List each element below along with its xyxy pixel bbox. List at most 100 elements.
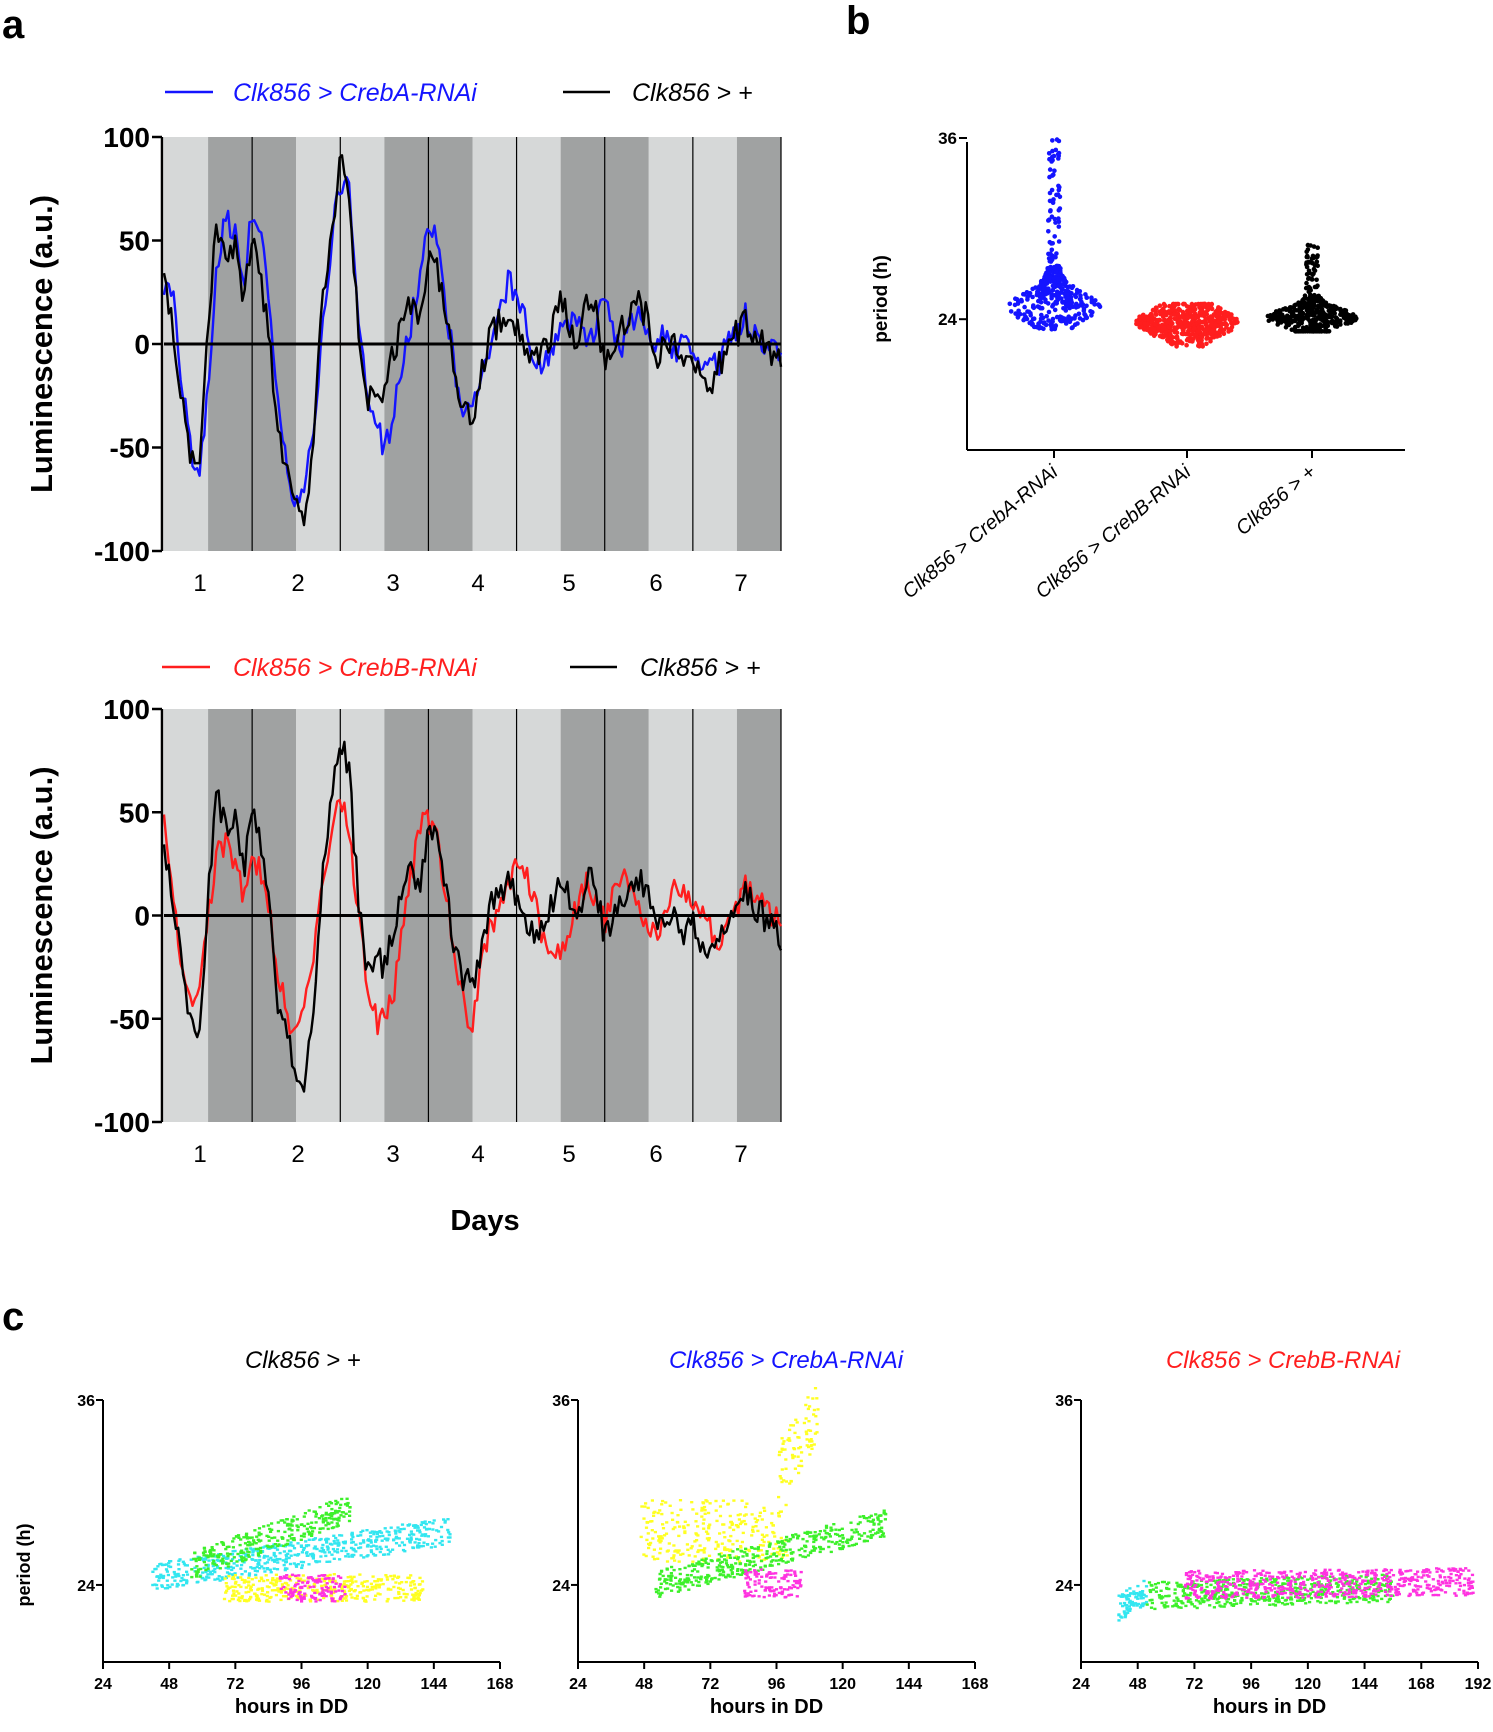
data-point: [1273, 1587, 1277, 1590]
data-point: [715, 1569, 719, 1572]
data-point: [1188, 309, 1193, 315]
data-point: [376, 1592, 380, 1595]
data-point: [1022, 312, 1027, 317]
data-point: [858, 1537, 862, 1540]
data-point: [178, 1558, 182, 1561]
data-point: [1283, 1582, 1287, 1585]
data-point: [802, 1421, 806, 1425]
data-point: [1265, 1571, 1269, 1574]
data-point: [351, 1535, 355, 1539]
data-point: [779, 1586, 783, 1589]
data-point: [225, 1562, 229, 1565]
data-point: [267, 1558, 271, 1561]
data-point: [227, 1545, 231, 1548]
data-point: [1210, 1591, 1214, 1595]
data-point: [1083, 312, 1088, 318]
data-point: [1165, 317, 1171, 323]
data-point: [1174, 1602, 1178, 1605]
data-point: [1285, 1587, 1289, 1590]
data-point: [838, 1547, 842, 1550]
data-point: [829, 1529, 833, 1532]
data-point: [246, 1553, 250, 1557]
data-point: [661, 1499, 665, 1503]
data-point: [1266, 1591, 1270, 1595]
data-point: [327, 1504, 331, 1507]
data-point: [361, 1585, 365, 1588]
data-point: [1313, 297, 1318, 303]
data-point: [1288, 1589, 1293, 1592]
data-point: [834, 1528, 838, 1531]
data-point: [282, 1588, 286, 1592]
data-point: [1035, 304, 1041, 309]
data-point: [185, 1573, 190, 1576]
data-point: [202, 1557, 206, 1560]
data-point: [1386, 1600, 1390, 1604]
data-point: [1225, 1600, 1229, 1604]
data-point: [746, 1583, 750, 1586]
data-point: [772, 1589, 776, 1592]
data-point: [1415, 1579, 1420, 1582]
data-point: [879, 1520, 883, 1523]
data-point: [318, 1527, 322, 1531]
data-point: [1448, 1579, 1452, 1582]
data-point: [700, 1558, 704, 1561]
data-point: [672, 1544, 676, 1547]
data-point: [176, 1572, 180, 1576]
data-point: [333, 1512, 337, 1515]
data-point: [1334, 1578, 1338, 1581]
data-point: [344, 1580, 348, 1583]
data-point: [1309, 1574, 1314, 1578]
data-point: [1407, 1578, 1411, 1582]
data-point: [722, 1523, 726, 1526]
data-point: [1224, 1580, 1228, 1584]
data-point: [339, 1596, 343, 1599]
data-point: [252, 1539, 256, 1542]
data-point: [1186, 1587, 1190, 1590]
data-point: [732, 1528, 736, 1532]
data-point: [818, 1546, 823, 1549]
data-point: [386, 1588, 390, 1591]
data-point: [1232, 1603, 1236, 1606]
data-point: [417, 1542, 421, 1545]
data-point: [225, 1557, 229, 1560]
x-axis-title: hours in DD: [1213, 1696, 1326, 1718]
data-point: [309, 1553, 313, 1556]
data-point: [789, 1424, 793, 1427]
data-point: [1189, 1601, 1193, 1604]
data-point: [1078, 293, 1083, 298]
data-point: [765, 1586, 769, 1590]
data-point: [1079, 299, 1084, 305]
data-point: [1289, 1570, 1293, 1573]
data-point: [1399, 1573, 1403, 1576]
data-point: [297, 1592, 301, 1596]
data-point: [409, 1574, 413, 1577]
x-tick-label: 24: [94, 1676, 112, 1693]
data-point: [1308, 1600, 1312, 1604]
data-point: [689, 1574, 693, 1577]
data-point: [813, 1432, 817, 1435]
data-point: [1302, 293, 1308, 299]
data-point: [287, 1576, 291, 1580]
data-point: [1394, 1591, 1398, 1594]
data-point: [285, 1524, 290, 1527]
data-point: [279, 1590, 283, 1593]
data-point: [1194, 1583, 1198, 1587]
data-point: [1216, 1587, 1220, 1590]
data-point: [1439, 1569, 1443, 1572]
data-point: [329, 1592, 333, 1595]
data-point: [1376, 1585, 1380, 1589]
data-point: [221, 1562, 225, 1565]
y-tick-label: 36: [1055, 1393, 1073, 1410]
data-point: [1232, 1584, 1236, 1588]
data-point: [1202, 331, 1207, 337]
data-point: [369, 1549, 373, 1552]
data-point: [240, 1578, 244, 1581]
data-point: [1304, 1602, 1308, 1605]
data-point: [1211, 323, 1216, 329]
data-point: [1183, 1585, 1187, 1588]
data-point: [1218, 1578, 1222, 1582]
data-point: [1395, 1590, 1399, 1593]
data-point: [723, 1546, 727, 1549]
data-point: [417, 1597, 421, 1601]
